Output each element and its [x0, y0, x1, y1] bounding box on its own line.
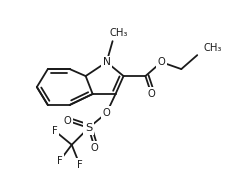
- Text: F: F: [52, 126, 57, 136]
- Text: F: F: [57, 156, 62, 166]
- Text: F: F: [76, 160, 82, 170]
- Text: O: O: [157, 57, 164, 67]
- Text: O: O: [147, 89, 155, 99]
- Text: S: S: [85, 123, 92, 133]
- Text: O: O: [102, 108, 110, 118]
- Text: N: N: [102, 57, 110, 67]
- Text: CH₃: CH₃: [109, 28, 127, 38]
- Text: O: O: [90, 143, 98, 153]
- Text: CH₃: CH₃: [202, 43, 220, 53]
- Text: O: O: [64, 116, 71, 126]
